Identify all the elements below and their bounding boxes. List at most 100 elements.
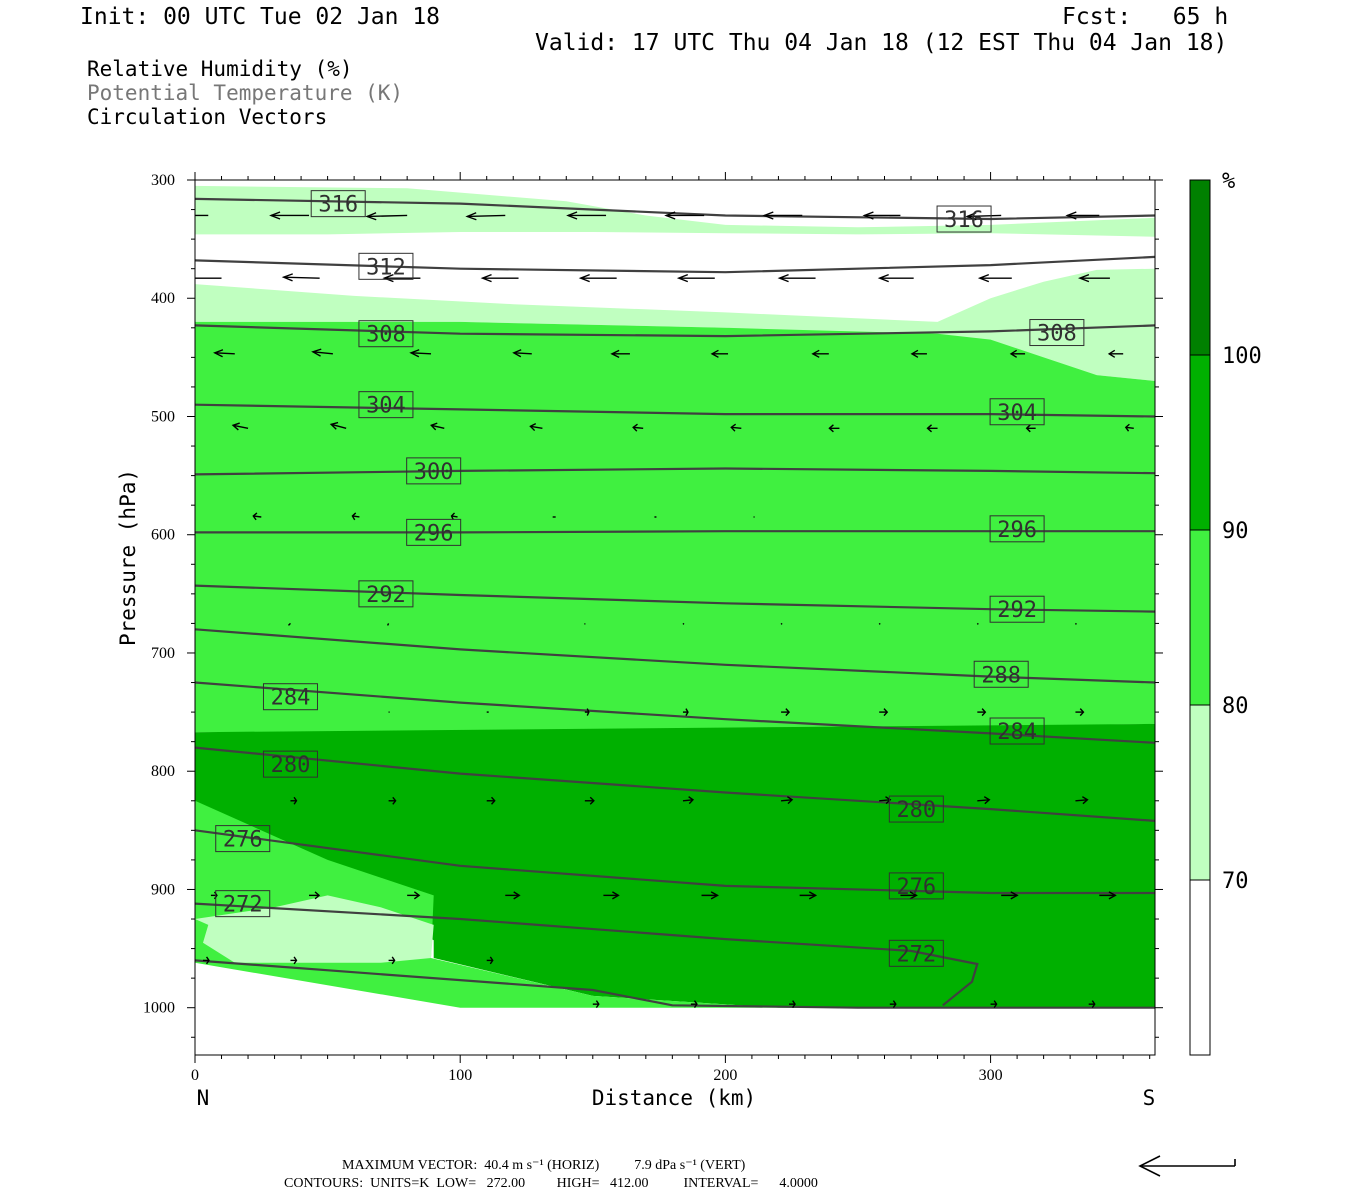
contour-label-box [358, 391, 414, 419]
vector-head [693, 1000, 698, 1009]
vector-head [785, 708, 791, 717]
contour-label-text: 316 [318, 193, 358, 218]
vector-shaft [312, 351, 333, 355]
vector-head [512, 349, 522, 358]
circulation-vector [407, 891, 421, 900]
theta-contour-300 [195, 467, 1155, 476]
reference-vector-head [1138, 1155, 1161, 1177]
circulation-vector [566, 211, 607, 220]
contour-label-box [936, 205, 992, 233]
vector-head [392, 796, 397, 805]
x-tick-label: 100 [448, 1067, 472, 1084]
vector-head [808, 891, 818, 900]
vector-shaft [1074, 622, 1077, 625]
contour-label-text: 292 [366, 583, 406, 608]
vector-shaft [431, 424, 445, 429]
forecast-hour: Fcst: 65 h [1062, 4, 1229, 30]
vector-head [213, 349, 224, 358]
contour-label-272: 272 [215, 890, 271, 918]
circulation-vector [290, 796, 298, 805]
vector-head [977, 273, 990, 283]
vector-shaft [878, 622, 881, 625]
vector-head [489, 956, 494, 965]
contour-label-text: 284 [997, 720, 1037, 745]
vector-shaft [513, 352, 532, 355]
theta-contour-296 [195, 530, 1155, 534]
contour-label-304: 304 [989, 398, 1045, 426]
vector-head [983, 796, 991, 805]
vector-head [1010, 891, 1019, 900]
contour-label-box [310, 190, 366, 218]
vector-head [490, 796, 496, 805]
vector-shaft [287, 622, 291, 626]
vector-head [885, 796, 892, 805]
circulation-vector [213, 349, 235, 358]
circulation-vector [781, 708, 791, 717]
contour-label-text: 288 [981, 663, 1021, 688]
colorbar-segment [1190, 355, 1210, 530]
vector-shaft [633, 426, 644, 430]
vector-shaft [1125, 426, 1134, 430]
field-label-vectors: Circulation Vectors [87, 105, 328, 129]
contour-label-text: 308 [1037, 322, 1077, 347]
vector-head [311, 348, 322, 357]
max-vector-note: MAXIMUM VECTOR: 40.4 m s⁻¹ (HORIZ) 7.9 d… [342, 1158, 746, 1173]
circulation-vector [505, 891, 521, 900]
vector-head [777, 273, 789, 283]
contour-label-text: 304 [366, 394, 406, 419]
vector-head [762, 211, 774, 220]
circulation-vector [329, 421, 347, 430]
contour-label-text: 316 [944, 208, 984, 233]
circulation-vector [690, 1000, 698, 1009]
vector-head [293, 956, 298, 965]
contour-label-text: 296 [997, 518, 1037, 543]
vector-head [413, 891, 421, 900]
circulation-vector [231, 422, 249, 431]
vector-head [981, 708, 987, 717]
vector-head [168, 212, 177, 219]
circulation-vector [388, 796, 397, 805]
vector-head [589, 796, 595, 805]
plot-frame [194, 179, 1156, 1056]
circulation-vector [780, 622, 783, 625]
vector-shaft [367, 214, 408, 218]
contour-label-292: 292 [989, 595, 1045, 623]
vector-head [281, 273, 293, 282]
valid-time: Valid: 17 UTC Thu 04 Jan 18 (12 EST Thu … [535, 30, 1228, 56]
right-end-label: S [1143, 1086, 1156, 1110]
vector-head [566, 211, 578, 220]
contour-label-box [406, 457, 462, 485]
vector-shaft [780, 622, 783, 625]
circulation-vector [480, 273, 519, 283]
contour-label-292: 292 [358, 580, 414, 608]
colorbar-segment [1190, 530, 1210, 705]
circulation-vector [450, 512, 458, 521]
contour-label-box [358, 252, 414, 280]
vector-head [909, 891, 918, 900]
vector-shaft [977, 799, 990, 802]
circulation-vector [877, 273, 914, 283]
vector-head [993, 1000, 998, 1009]
circulation-vector [388, 956, 396, 965]
circulation-vector [168, 212, 209, 219]
vector-head [892, 1000, 897, 1009]
contour-label-308: 308 [1029, 319, 1085, 347]
circulation-vector [382, 273, 421, 283]
contour-label-272: 272 [888, 939, 944, 967]
vector-head [926, 424, 933, 433]
vector-head [205, 956, 210, 965]
contour-label-box [262, 750, 318, 778]
vector-head [314, 891, 321, 900]
vector-shaft [530, 425, 543, 430]
circulation-vector [1088, 1000, 1096, 1009]
vector-shaft [1075, 799, 1088, 802]
vector-head [710, 349, 719, 358]
vector-head [1079, 708, 1085, 717]
vector-shaft [731, 426, 742, 430]
vector-head [269, 211, 281, 220]
contour-label-box [989, 717, 1045, 745]
contour-label-box [888, 939, 944, 967]
circulation-vector [762, 211, 803, 220]
colorbar-unit: % [1222, 169, 1235, 194]
contour-label-296: 296 [989, 515, 1045, 543]
